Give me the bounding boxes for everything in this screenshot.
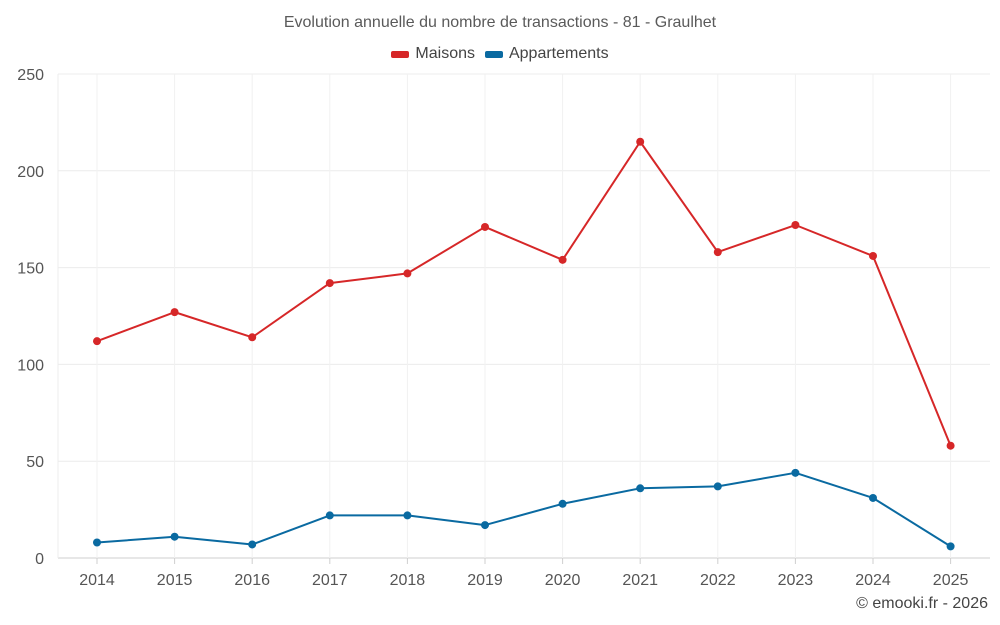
x-tick-label-2015: 2015 <box>157 572 193 589</box>
data-point-appartements-2014 <box>93 538 101 547</box>
legend-label-maisons: Maisons <box>415 45 475 62</box>
legend-item-appartements[interactable]: Appartements <box>484 45 609 63</box>
data-point-appartements-2019 <box>481 521 489 530</box>
data-point-maisons-2017 <box>325 279 334 288</box>
y-tick-label-250: 250 <box>17 67 44 84</box>
data-point-maisons-2019 <box>481 222 489 231</box>
data-point-maisons-2021 <box>636 137 645 146</box>
x-tick-label-2014: 2014 <box>79 572 115 589</box>
legend: Maisons Appartements <box>0 45 1000 63</box>
y-tick-label-0: 0 <box>35 551 44 568</box>
data-point-appartements-2016 <box>248 540 257 549</box>
data-point-appartements-2025 <box>946 542 955 551</box>
x-tick-label-2016: 2016 <box>234 572 270 589</box>
data-point-appartements-2024 <box>869 493 877 502</box>
x-tick-label-2020: 2020 <box>545 572 581 589</box>
legend-swatch-appartements <box>484 50 503 58</box>
data-point-appartements-2022 <box>713 482 722 491</box>
data-point-appartements-2023 <box>791 468 800 477</box>
legend-item-maisons[interactable]: Maisons <box>391 45 475 63</box>
x-tick-label-2019: 2019 <box>467 572 503 589</box>
data-point-maisons-2018 <box>403 269 412 278</box>
data-point-maisons-2015 <box>170 308 179 317</box>
data-point-appartements-2017 <box>325 511 334 520</box>
axes: 0 50 100 150 200 250 2014 2015 2016 2017 2018 2019 2… <box>17 67 968 589</box>
x-tick-label-2017: 2017 <box>312 572 348 589</box>
data-point-appartements-2018 <box>403 511 412 520</box>
x-tick-label-2021: 2021 <box>622 572 658 589</box>
x-tick-label-2025: 2025 <box>933 572 969 589</box>
data-point-maisons-2020 <box>558 255 567 264</box>
y-tick-label-200: 200 <box>17 164 44 181</box>
x-tick-label-2018: 2018 <box>390 572 426 589</box>
data-point-appartements-2021 <box>636 484 645 493</box>
x-tick-label-2024: 2024 <box>855 572 891 589</box>
y-tick-label-150: 150 <box>17 261 44 278</box>
data-point-maisons-2025 <box>946 441 955 450</box>
data-point-maisons-2016 <box>248 333 257 342</box>
legend-swatch-maisons <box>391 50 410 58</box>
y-tick-label-50: 50 <box>26 454 44 471</box>
data-point-maisons-2024 <box>869 251 877 260</box>
data-point-maisons-2023 <box>791 221 800 230</box>
series-line-maisons <box>96 140 952 447</box>
y-tick-label-100: 100 <box>17 357 44 374</box>
x-tick-label-2023: 2023 <box>778 572 814 589</box>
data-point-appartements-2020 <box>558 499 567 508</box>
x-tick-label-2022: 2022 <box>700 572 736 589</box>
series-line-appartements <box>96 471 952 548</box>
series <box>93 137 955 551</box>
data-point-maisons-2014 <box>93 337 101 346</box>
data-point-maisons-2022 <box>713 248 722 257</box>
data-point-appartements-2015 <box>170 532 179 541</box>
credit-text: © emooki.fr - 2026 <box>856 595 988 612</box>
chart-title: Evolution annuelle du nombre de transact… <box>283 14 717 31</box>
legend-label-appartements: Appartements <box>508 45 609 62</box>
grid <box>57 73 990 559</box>
